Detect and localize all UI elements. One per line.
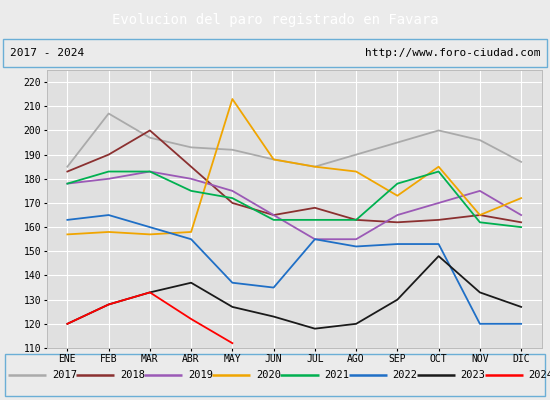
Text: 2018: 2018 bbox=[120, 370, 145, 380]
Text: 2020: 2020 bbox=[256, 370, 281, 380]
Text: 2017 - 2024: 2017 - 2024 bbox=[10, 48, 84, 58]
Text: Evolucion del paro registrado en Favara: Evolucion del paro registrado en Favara bbox=[112, 13, 438, 27]
Text: 2022: 2022 bbox=[392, 370, 417, 380]
Text: 2021: 2021 bbox=[324, 370, 349, 380]
Text: 2024: 2024 bbox=[528, 370, 550, 380]
Text: 2017: 2017 bbox=[52, 370, 77, 380]
Text: 2023: 2023 bbox=[460, 370, 485, 380]
Text: 2019: 2019 bbox=[188, 370, 213, 380]
Text: http://www.foro-ciudad.com: http://www.foro-ciudad.com bbox=[365, 48, 540, 58]
